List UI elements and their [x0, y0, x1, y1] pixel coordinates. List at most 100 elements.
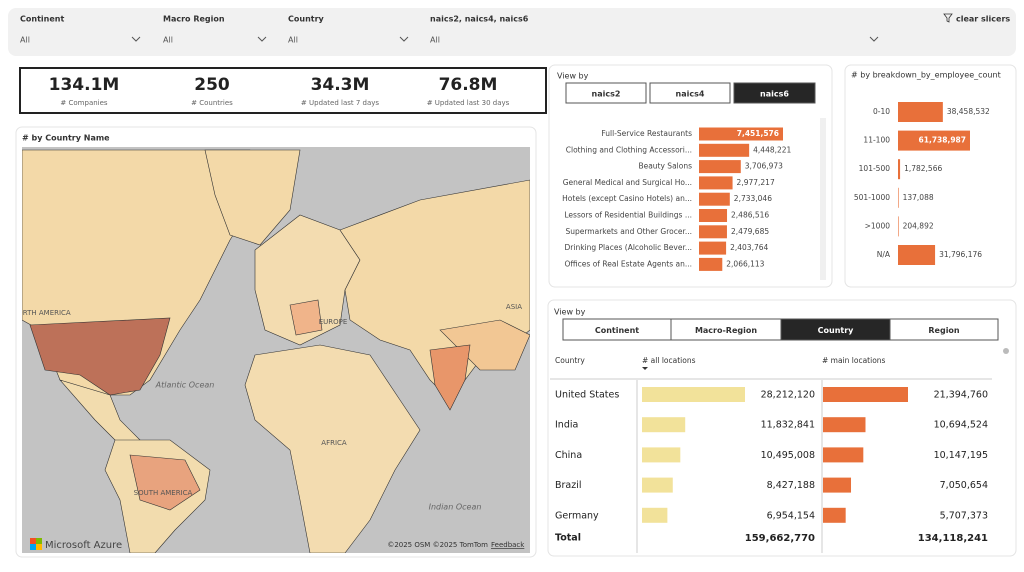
bar[interactable] — [699, 257, 723, 271]
bar[interactable] — [898, 159, 901, 180]
tab[interactable] — [733, 82, 816, 104]
country-name: Germany — [555, 510, 599, 521]
data-bar[interactable] — [642, 477, 673, 493]
chevron — [399, 36, 409, 42]
tab-label: Country — [818, 326, 855, 335]
naics-title: View by — [557, 72, 589, 81]
kpi-label: # Updated last 30 days — [427, 99, 510, 107]
data-bar[interactable] — [823, 507, 846, 523]
dropdown-value: All — [430, 36, 440, 45]
kpi-value: 34.3M — [311, 75, 370, 95]
bar[interactable] — [898, 187, 899, 208]
tab[interactable] — [889, 318, 999, 341]
cell-value: 28,212,120 — [761, 390, 815, 401]
dropdown-value: All — [163, 36, 173, 45]
data-bar[interactable] — [642, 387, 745, 402]
bar[interactable] — [699, 143, 750, 157]
logo — [36, 544, 42, 550]
country-name: India — [555, 420, 578, 431]
bar[interactable] — [699, 176, 733, 190]
clear-icon — [943, 13, 953, 23]
cell-value: 10,495,008 — [761, 450, 815, 461]
category-label: 501-1000 — [854, 193, 890, 202]
filter-label: naics2, naics4, naics6 — [430, 15, 529, 24]
greenland — [204, 149, 301, 246]
germany — [289, 299, 323, 336]
value-label: 61,738,987 — [919, 136, 966, 145]
map-brand: Microsoft Azure — [45, 540, 122, 551]
map-label: AFRICA — [321, 439, 347, 447]
bar[interactable] — [699, 225, 727, 239]
bar[interactable] — [898, 216, 899, 237]
tab-label: Region — [928, 326, 960, 335]
dropdown[interactable] — [428, 30, 880, 48]
value-label: 38,458,532 — [947, 107, 990, 116]
scrollbar[interactable] — [820, 118, 826, 280]
usa — [29, 317, 171, 396]
map-label: EUROPE — [319, 318, 348, 326]
data-bar[interactable] — [823, 387, 908, 402]
dropdown-value: All — [20, 36, 30, 45]
value-label: 2,486,516 — [731, 211, 769, 220]
total-value: 159,662,770 — [745, 533, 815, 544]
filter-label: Continent — [20, 15, 64, 24]
scroll-handle[interactable] — [1003, 348, 1009, 354]
category-label: Supermarkets and Other Grocer... — [565, 227, 692, 236]
sort-arrow[interactable] — [642, 367, 648, 370]
data-bar[interactable] — [823, 447, 864, 463]
cell-value: 7,050,654 — [940, 480, 988, 491]
cell-value: 10,694,524 — [934, 420, 988, 431]
value-label: 2,733,046 — [734, 194, 772, 203]
data-bar[interactable] — [642, 417, 686, 433]
value-label: 31,796,176 — [939, 250, 982, 259]
data-bar[interactable] — [642, 507, 668, 523]
tab-label: Continent — [595, 326, 639, 335]
data-bar[interactable] — [823, 417, 866, 433]
data-bar[interactable] — [642, 447, 681, 463]
bar[interactable] — [898, 130, 970, 151]
employee-title: # by breakdown_by_employee_count — [851, 71, 1001, 80]
map-label: Indian Ocean — [429, 503, 482, 512]
china — [439, 319, 530, 371]
cell-value: 21,394,760 — [934, 390, 988, 401]
data-bar[interactable] — [823, 477, 852, 493]
dropdown-value: All — [288, 36, 298, 45]
bar[interactable] — [699, 192, 730, 206]
tab-label: naics4 — [676, 90, 705, 99]
employee-panel — [844, 64, 1017, 288]
value-label: 1,782,566 — [904, 164, 942, 173]
country-name: China — [555, 450, 582, 461]
category-label: >1000 — [865, 221, 891, 230]
map-label: ASIA — [506, 303, 522, 311]
category-label: Lessors of Residential Buildings ... — [564, 211, 692, 220]
category-label: Clothing and Clothing Accessori... — [566, 145, 692, 154]
bar[interactable] — [898, 245, 936, 265]
map-label: SOUTH AMERICA — [134, 489, 193, 497]
map-label: Atlantic Ocean — [155, 381, 215, 390]
naics-panel — [548, 64, 833, 288]
bar[interactable] — [699, 241, 727, 255]
country-name: Brazil — [555, 480, 582, 491]
category-label: 101-500 — [859, 164, 891, 173]
category-label: 0-10 — [873, 107, 890, 116]
chevron — [131, 36, 141, 42]
value-label: 2,403,764 — [730, 243, 768, 252]
category-label: Drinking Places (Alcoholic Bever... — [565, 243, 692, 252]
cell-value: 6,954,154 — [767, 510, 815, 521]
tab[interactable] — [649, 82, 731, 104]
bar[interactable] — [699, 127, 783, 141]
country-name: United States — [555, 390, 619, 401]
brazil — [129, 454, 201, 511]
logo — [30, 544, 36, 550]
tab[interactable] — [565, 82, 647, 104]
bar[interactable] — [898, 102, 943, 122]
clear-slicers[interactable]: clear slicers — [956, 15, 1010, 24]
map-feedback[interactable]: Feedback — [491, 541, 525, 549]
dropdown[interactable] — [286, 30, 410, 48]
dropdown[interactable] — [161, 30, 268, 48]
bar[interactable] — [699, 209, 728, 222]
bar[interactable] — [699, 160, 741, 174]
logo — [30, 538, 36, 544]
dropdown[interactable] — [18, 30, 142, 48]
